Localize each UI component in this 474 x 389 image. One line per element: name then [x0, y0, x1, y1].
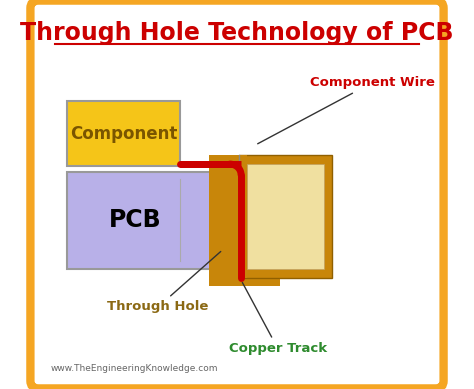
- Text: www.TheEngineeringKnowledge.com: www.TheEngineeringKnowledge.com: [51, 364, 218, 373]
- Text: Through Hole Technology of PCB: Through Hole Technology of PCB: [20, 21, 454, 45]
- Bar: [67, 102, 180, 166]
- Bar: [209, 269, 280, 286]
- Bar: [231, 154, 247, 278]
- Bar: [239, 154, 332, 278]
- Bar: [209, 172, 239, 269]
- Text: PCB: PCB: [109, 208, 161, 232]
- Text: Copper Track: Copper Track: [229, 282, 327, 355]
- Bar: [247, 164, 324, 269]
- Bar: [67, 172, 229, 269]
- Text: Component: Component: [70, 124, 177, 143]
- Bar: [209, 154, 280, 172]
- Text: Through Hole: Through Hole: [108, 251, 221, 314]
- Text: Component Wire: Component Wire: [258, 76, 435, 144]
